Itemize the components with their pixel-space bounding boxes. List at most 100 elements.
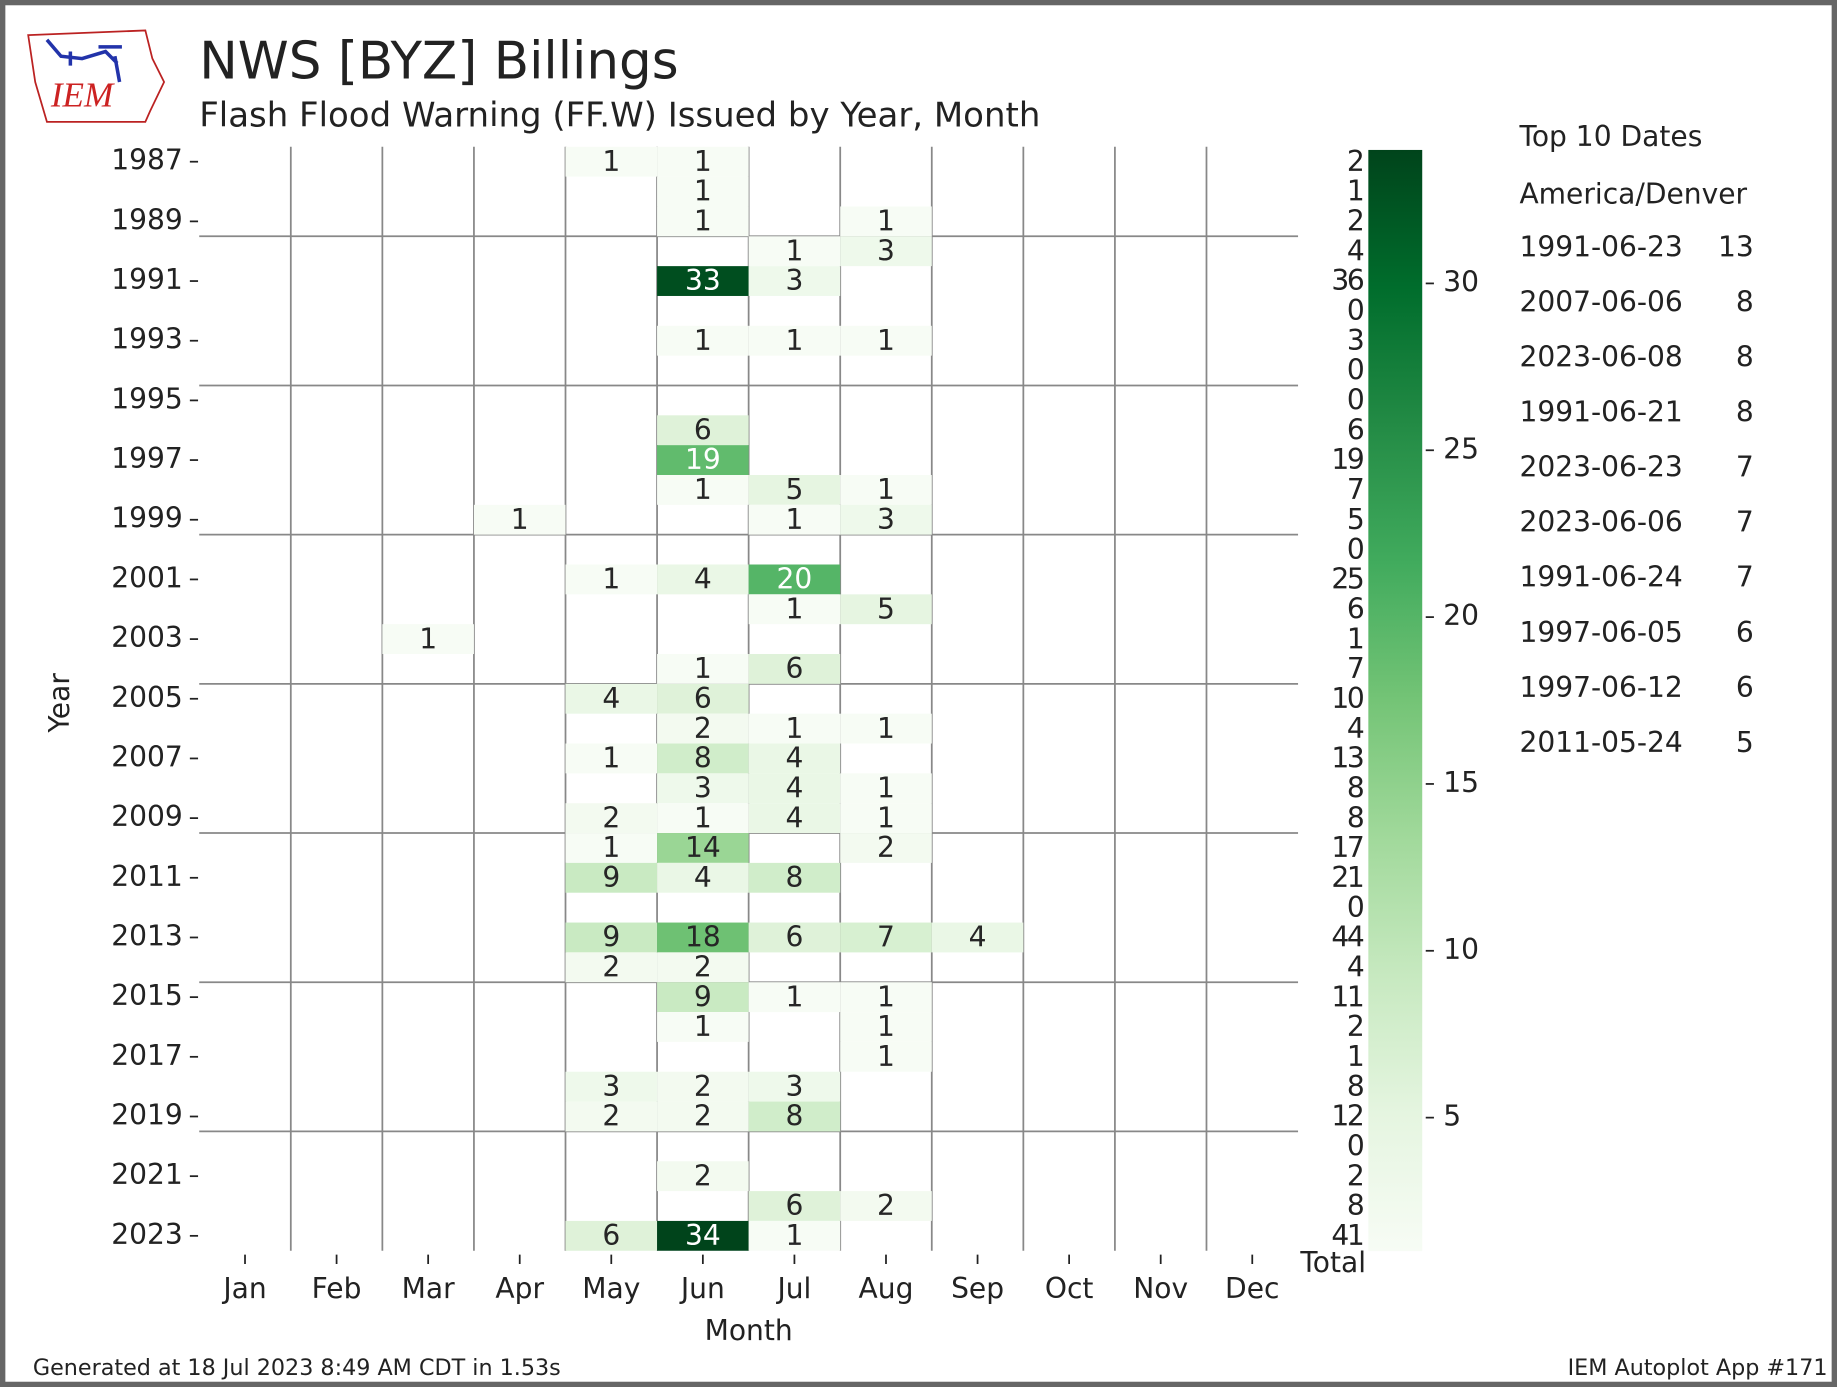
y-tick-label: 2013 (111, 919, 183, 952)
row-total: 44 (1331, 921, 1364, 954)
y-tick-label: 2023 (111, 1218, 183, 1251)
cell-label: 1 (785, 980, 803, 1013)
cell-label: 1 (694, 324, 712, 357)
cell-label: 1 (602, 145, 620, 178)
cell-label: 6 (694, 682, 712, 715)
cell-label: 2 (694, 1100, 712, 1133)
y-tick-label: 2017 (111, 1039, 183, 1072)
row-total: 0 (1347, 294, 1364, 327)
cell-label: 1 (877, 980, 895, 1013)
cell-label: 9 (602, 921, 620, 954)
cell-label: 8 (785, 861, 803, 894)
x-tick-label: Sep (951, 1272, 1004, 1305)
top-date: 2011-05-24 (1519, 726, 1682, 759)
cell (840, 1041, 932, 1072)
row-total: 8 (1347, 1189, 1363, 1222)
top-date: 1991-06-21 (1519, 396, 1682, 429)
cell (657, 922, 749, 953)
cell (657, 683, 749, 714)
chart-subtitle: Flash Flood Warning (FF.W) Issued by Yea… (199, 96, 1040, 136)
cell (657, 445, 749, 475)
cell-label: 2 (602, 801, 620, 834)
colorbar-tick-label: 10 (1443, 933, 1479, 966)
top-count: 8 (1736, 396, 1754, 429)
cell-label: 1 (877, 1040, 895, 1073)
cell (840, 236, 932, 267)
row-total: 2 (1347, 1010, 1363, 1043)
cell-label: 20 (777, 563, 813, 596)
cell-label: 1 (694, 801, 712, 834)
y-tick-label: 1991 (111, 263, 183, 296)
row-total: 19 (1331, 443, 1363, 476)
cell (748, 982, 841, 1013)
cell (565, 1071, 658, 1102)
cell (840, 594, 932, 625)
row-total: 3 (1347, 324, 1363, 357)
footer-right: IEM Autoplot App #171 (1568, 1355, 1828, 1381)
top-title: Top 10 Dates (1518, 120, 1702, 153)
row-total: 21 (1331, 861, 1363, 894)
cell-label: 1 (785, 1219, 803, 1252)
y-tick-label: 1999 (111, 502, 183, 535)
cell-label: 9 (694, 980, 712, 1013)
cell-label: 3 (877, 234, 895, 267)
row-total: 8 (1347, 801, 1363, 834)
top-count: 5 (1736, 726, 1754, 759)
cell-label: 8 (785, 1100, 803, 1133)
cell (565, 1220, 658, 1251)
top-count: 7 (1736, 451, 1754, 484)
cell-label: 1 (694, 175, 712, 208)
cell-label: 1 (602, 831, 620, 864)
top-date: 2007-06-06 (1519, 285, 1682, 318)
cell-label: 1 (785, 324, 803, 357)
cell (657, 146, 749, 177)
cell-label: 3 (694, 771, 712, 804)
cell-label: 2 (694, 950, 712, 983)
cell (840, 206, 932, 237)
cell (565, 833, 658, 863)
cell (657, 1101, 749, 1132)
cell (840, 773, 932, 804)
cell (748, 803, 841, 834)
cell (565, 922, 658, 953)
row-total: 1 (1347, 1040, 1363, 1073)
row-total: 6 (1347, 592, 1364, 625)
row-total: 8 (1347, 771, 1363, 804)
y-tick-label: 2005 (111, 681, 183, 714)
row-total: 0 (1347, 1130, 1364, 1163)
y-tick-label: 1989 (111, 203, 183, 236)
colorbar-tick-label: 25 (1443, 432, 1479, 465)
cell-label: 4 (969, 921, 987, 954)
cell-label: 1 (694, 205, 712, 238)
cell (748, 594, 841, 625)
row-total: 7 (1347, 652, 1363, 685)
top-date: 2023-06-08 (1519, 340, 1682, 373)
cell-label: 1 (877, 205, 895, 238)
cell (748, 474, 841, 505)
cell (748, 743, 841, 774)
y-tick-label: 2009 (111, 800, 183, 833)
cell-label: 1 (877, 473, 895, 506)
cell-label: 1 (419, 622, 437, 655)
totals-label: Total (1299, 1246, 1366, 1279)
top-count: 7 (1736, 506, 1754, 539)
y-tick-label: 2011 (111, 860, 183, 893)
row-total: 25 (1331, 563, 1363, 596)
cell-label: 5 (785, 473, 803, 506)
cell-label: 6 (785, 1189, 803, 1222)
x-tick-label: Jun (679, 1272, 725, 1305)
cell-label: 14 (685, 831, 721, 864)
cell-label: 1 (694, 652, 712, 685)
row-total: 0 (1347, 384, 1364, 417)
cell (657, 833, 749, 863)
cell-label: 33 (685, 264, 721, 297)
cell-label: 1 (511, 503, 529, 536)
cell-label: 7 (877, 921, 895, 954)
cell-label: 6 (785, 921, 803, 954)
cell-label: 3 (877, 503, 895, 536)
top-count: 6 (1736, 616, 1754, 649)
cell-label: 2 (602, 1100, 620, 1133)
cell (565, 952, 658, 983)
cell (840, 1012, 932, 1042)
cell (565, 564, 658, 595)
